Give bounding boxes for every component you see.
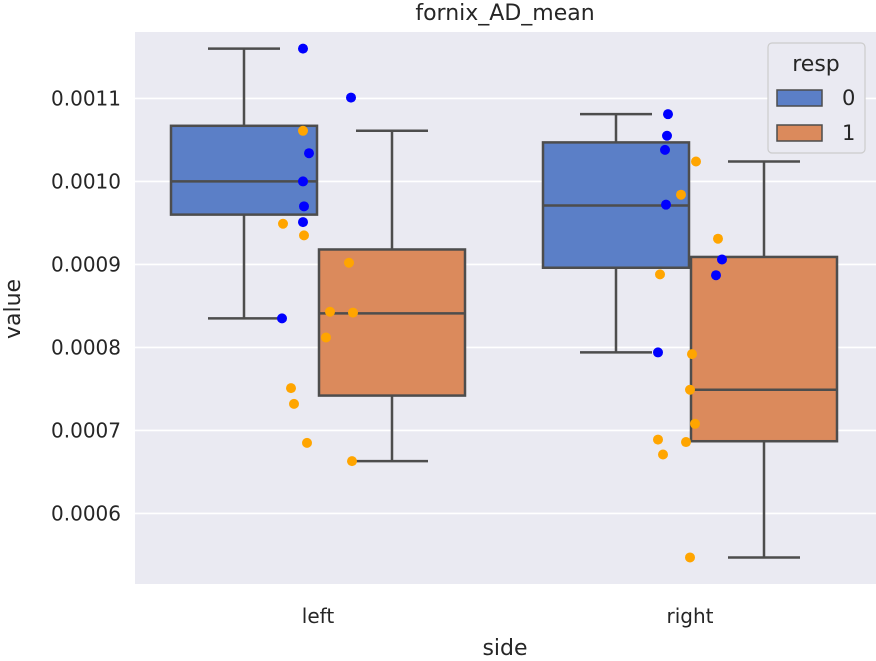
legend-swatch-resp-0 (776, 89, 823, 107)
boxes (169, 47, 839, 559)
legend-label-resp-0: 0 (842, 86, 855, 110)
data-point-right-resp-1 (653, 434, 663, 445)
data-point-left-resp-1 (286, 383, 296, 394)
y-tick-label: 0.0008 (51, 335, 121, 359)
y-tick-label: 0.0006 (51, 501, 121, 525)
data-point-left-resp-1 (299, 230, 309, 241)
y-axis-title: value (1, 279, 26, 339)
data-point-left-resp-1 (347, 456, 357, 467)
data-point-left-resp-1 (302, 437, 312, 448)
data-point-right-resp-0 (717, 254, 727, 265)
data-point-right-resp-0 (662, 130, 672, 141)
data-point-left-resp-0 (346, 92, 356, 103)
grid-lines (135, 97, 876, 515)
data-point-left-resp-1 (321, 332, 331, 343)
data-point-right-resp-1 (685, 384, 695, 395)
data-point-left-resp-0 (304, 148, 314, 159)
data-point-right-resp-1 (676, 189, 686, 200)
box-iqr (317, 248, 467, 397)
data-point-left-resp-1 (325, 306, 335, 317)
box-left-resp-1 (317, 129, 467, 463)
data-point-right-resp-1 (687, 349, 697, 360)
box-left-resp-0 (169, 47, 319, 320)
data-point-right-resp-0 (660, 144, 670, 155)
data-point-right-resp-0 (661, 199, 671, 210)
data-point-left-resp-1 (348, 307, 358, 318)
data-point-right-resp-1 (690, 418, 700, 429)
x-tick-label: left (302, 604, 335, 628)
y-tick-label: 0.0011 (51, 86, 121, 110)
data-point-right-resp-1 (655, 269, 665, 280)
data-point-left-resp-1 (289, 398, 299, 409)
y-tick-label: 0.0009 (51, 252, 121, 276)
box-iqr (689, 255, 839, 443)
data-point-left-resp-1 (278, 218, 288, 229)
data-point-right-resp-1 (681, 437, 691, 448)
tick-labels: 0.0006 0.0007 0.0008 0.0009 0.0010 0.0011 left… (51, 86, 714, 628)
box-right-resp-1 (689, 160, 839, 559)
x-tick-label: right (667, 604, 714, 628)
data-points (277, 43, 727, 563)
box-right-resp-0 (541, 112, 691, 354)
y-tick-label: 0.0010 (51, 169, 121, 193)
data-point-left-resp-1 (298, 125, 308, 136)
chart-title: fornix_AD_mean (415, 1, 594, 26)
data-point-left-resp-0 (299, 201, 309, 212)
data-point-right-resp-0 (653, 347, 663, 358)
data-point-right-resp-1 (658, 449, 668, 460)
data-point-right-resp-1 (691, 156, 701, 167)
data-point-left-resp-0 (298, 176, 308, 187)
data-point-right-resp-1 (685, 552, 695, 563)
box-iqr (169, 124, 319, 216)
data-point-left-resp-0 (298, 43, 308, 54)
y-tick-label: 0.0007 (51, 418, 121, 442)
data-point-right-resp-0 (663, 109, 673, 120)
data-point-left-resp-0 (277, 313, 287, 324)
data-point-right-resp-0 (711, 270, 721, 281)
x-axis-title: side (482, 636, 527, 661)
legend-title: resp (792, 52, 840, 77)
data-point-left-resp-0 (298, 217, 308, 228)
legend: resp 0 1 (767, 42, 866, 154)
legend-swatch-resp-1 (776, 124, 823, 142)
legend-label-resp-1: 1 (842, 121, 855, 145)
data-point-right-resp-1 (713, 233, 723, 244)
data-point-left-resp-1 (344, 257, 354, 268)
